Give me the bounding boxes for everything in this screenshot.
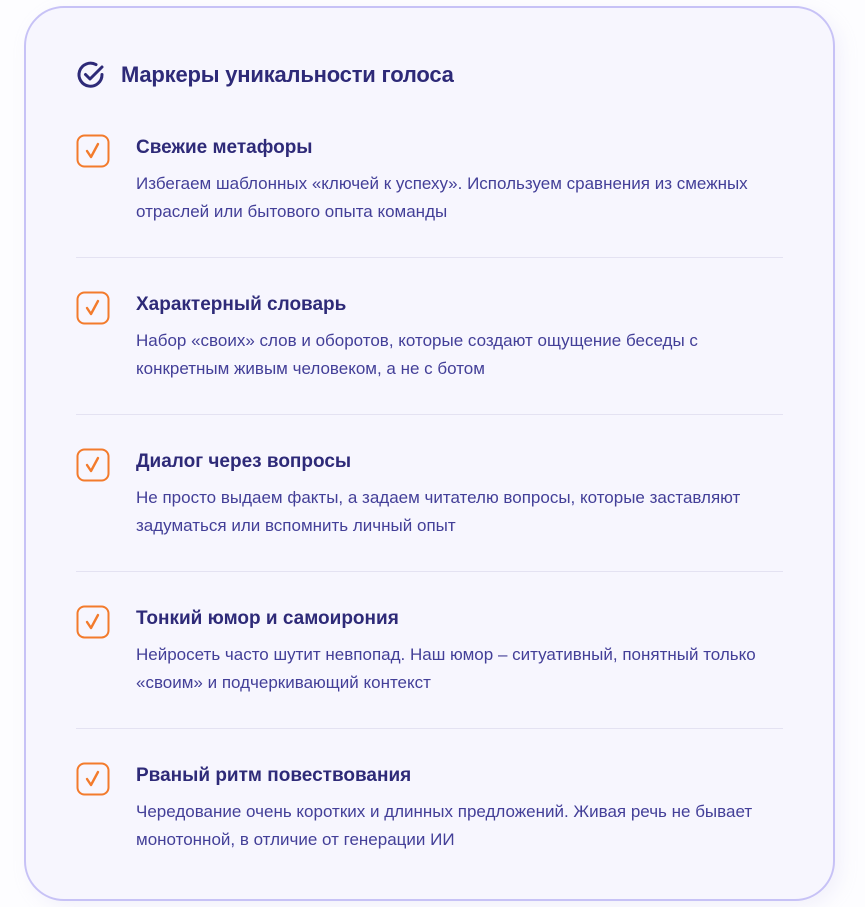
item-description: Набор «своих» слов и оборотов, которые с…: [136, 331, 698, 378]
list-item: Свежие метафоры Избегаем шаблонных «ключе…: [76, 134, 783, 258]
checkbox-checked-icon: [76, 448, 110, 482]
list-item: Характерный словарь Набор «своих» слов и …: [76, 258, 783, 415]
item-description: Избегаем шаблонных «ключей к успеху». Ис…: [136, 174, 748, 221]
item-title: Рваный ритм повествования: [136, 765, 412, 786]
checkbox-checked-icon: [76, 762, 110, 796]
card-header: Маркеры уникальности голоса: [76, 60, 783, 90]
markers-list: Свежие метафоры Избегаем шаблонных «ключе…: [76, 134, 783, 885]
item-title: Диалог через вопросы: [136, 451, 352, 472]
check-circle-icon: [77, 61, 104, 88]
item-description: Не просто выдаем факты, а задаем читател…: [136, 488, 741, 535]
list-item: Диалог через вопросы Не просто выдаем фак…: [76, 415, 783, 572]
checkbox-checked-icon: [76, 605, 110, 639]
card-title: Маркеры уникальности голоса: [121, 62, 454, 87]
list-item: Рваный ритм повествования Чередование оче…: [76, 729, 783, 885]
list-item: Тонкий юмор и самоирония Нейросеть часто …: [76, 572, 783, 729]
item-description: Чередование очень коротких и длинных пре…: [136, 802, 753, 849]
checkbox-checked-icon: [76, 134, 110, 168]
item-title: Тонкий юмор и самоирония: [136, 608, 399, 629]
item-title: Характерный словарь: [136, 294, 347, 315]
item-description: Нейросеть часто шутит невпопад. Наш юмор…: [136, 645, 756, 692]
voice-markers-card: Маркеры уникальности голоса Свежие метаф…: [24, 6, 835, 901]
item-title: Свежие метафоры: [136, 137, 313, 158]
checkbox-checked-icon: [76, 291, 110, 325]
